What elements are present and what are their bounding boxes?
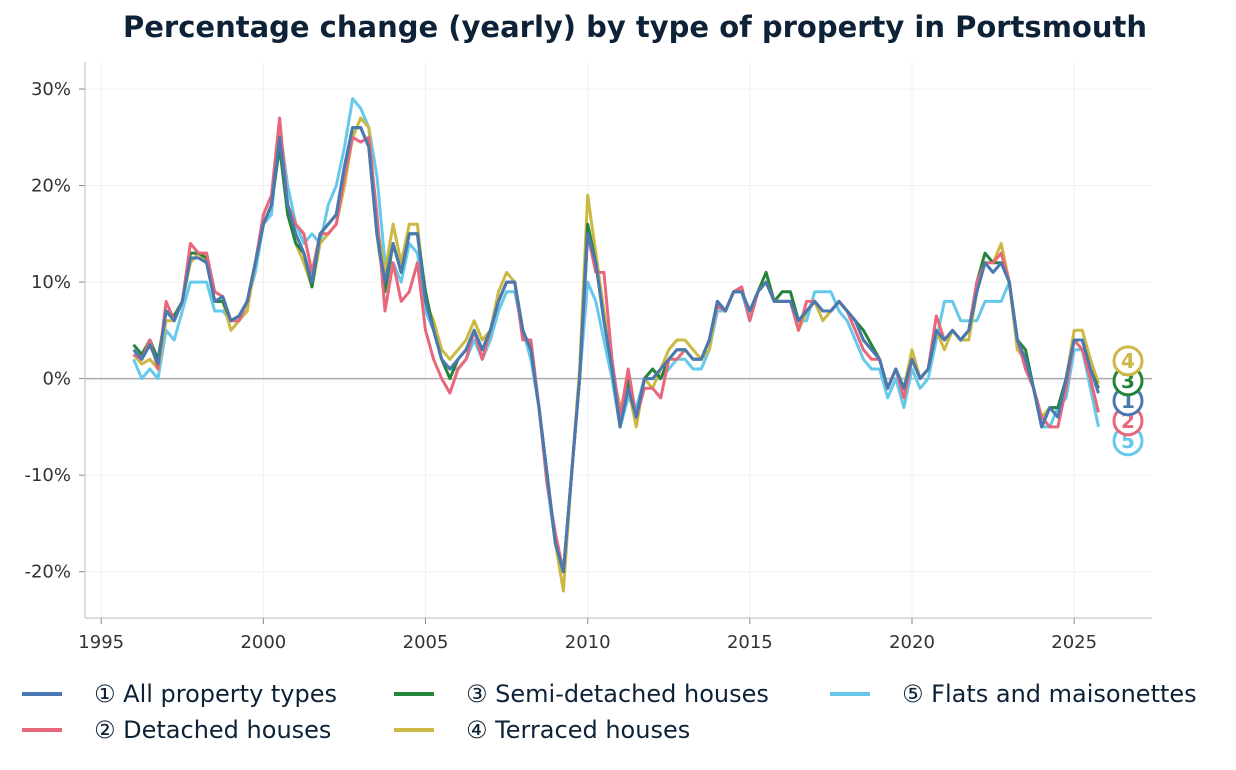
legend-label: ② Detached houses [94,716,332,744]
legend: ① All property types ③ Semi-detached hous… [22,680,1232,744]
y-tick-label: 20% [31,176,71,197]
legend-label: ⑤ Flats and maisonettes [902,680,1197,708]
legend-swatch [394,728,434,732]
y-tick-label: -10% [24,465,71,486]
x-tick-label: 2015 [727,632,773,653]
legend-label: ① All property types [94,680,338,708]
legend-label: ④ Terraced houses [466,716,691,744]
legend-swatch [394,692,434,696]
legend-swatch [22,692,62,696]
series-line-3 [132,126,1100,574]
legend-swatch [22,728,62,732]
series-line-4 [132,116,1100,593]
legend-swatch [830,692,870,696]
x-tick-label: 2000 [240,632,286,653]
x-tick-label: 2020 [889,632,935,653]
y-tick-label: 0% [42,369,71,390]
legend-item: ⑤ Flats and maisonettes [830,680,1230,708]
legend-item: ④ Terraced houses [394,716,830,744]
series-line-5 [132,97,1100,574]
x-tick-label: 2010 [565,632,611,653]
legend-item: ② Detached houses [22,716,394,744]
y-tick-label: 10% [31,272,71,293]
legend-item: ① All property types [22,680,394,708]
legend-label: ③ Semi-detached houses [466,680,769,708]
x-tick-label: 1995 [78,632,124,653]
legend-item: ③ Semi-detached houses [394,680,830,708]
series-line-1 [132,126,1100,574]
x-tick-label: 2025 [1051,632,1097,653]
end-marker-4 [1112,345,1144,377]
y-tick-label: 30% [31,79,71,100]
end-label: 4 [1121,349,1135,373]
x-tick-label: 2005 [403,632,449,653]
y-tick-label: -20% [24,562,71,583]
chart-title: Percentage change (yearly) by type of pr… [123,10,1147,44]
